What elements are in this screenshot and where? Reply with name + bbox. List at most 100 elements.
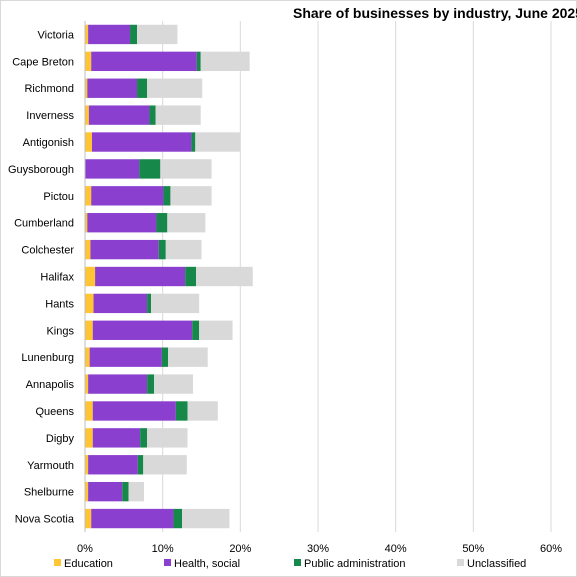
category-label: Inverness [26, 110, 74, 122]
bar-segment [88, 455, 138, 475]
legend-swatch [164, 559, 171, 566]
bar-segment [91, 132, 192, 152]
bar-segment [91, 508, 174, 529]
bar-segment [91, 51, 197, 72]
bar-segment [85, 78, 88, 98]
bar-segment [137, 78, 148, 98]
bar-segment [85, 186, 92, 206]
bar-segment [91, 186, 164, 206]
legend-label: Health, social [174, 558, 240, 570]
bar-segment [137, 455, 144, 475]
bar-segment [187, 401, 218, 421]
category-label: Queens [35, 406, 74, 418]
bar-segment [151, 293, 200, 314]
bar-segment [85, 239, 91, 260]
category-label: Pictou [43, 191, 74, 203]
bar-segment [85, 481, 89, 502]
bar-segment [90, 239, 159, 260]
bar-segment [89, 347, 162, 367]
x-tick-label: 30% [307, 543, 329, 555]
bar-segment [200, 51, 250, 72]
category-label: Cape Breton [12, 56, 74, 68]
bar-segment [87, 78, 138, 98]
bar-segment [85, 105, 89, 125]
legend: Education Health, social Public administra… [54, 558, 526, 570]
bar-segment [161, 347, 169, 367]
bar-segment [173, 508, 183, 529]
bar-segment [158, 239, 166, 260]
category-label: Cumberland [14, 218, 74, 230]
x-tick-label: 20% [229, 543, 251, 555]
bar-segment [147, 78, 203, 98]
axes: 0% 10% 20% 30% 40% 50% 60% Victoria Cape Breton R… [8, 21, 562, 555]
bar-segment [85, 51, 92, 72]
bar-segment [168, 347, 208, 367]
x-tick-label: 10% [152, 543, 174, 555]
bar-segment [199, 320, 233, 340]
bar-segment [95, 266, 186, 287]
bar-segment [156, 213, 168, 233]
category-label: Annapolis [26, 379, 75, 391]
category-label: Hants [45, 298, 74, 310]
category-label: Richmond [24, 83, 74, 95]
bar-segment [154, 374, 193, 394]
bar-segment [165, 239, 202, 260]
bar-segment [85, 24, 89, 45]
chart-title: Share of businesses by industry, June 20… [293, 5, 577, 21]
category-label: Halifax [40, 272, 74, 284]
bar-segment [92, 401, 176, 421]
bar-segment [175, 401, 188, 421]
bar-segment [85, 213, 88, 233]
x-tick-label: 40% [385, 543, 407, 555]
bar-segment [196, 266, 253, 287]
bar-segment [170, 186, 212, 206]
category-label: Guysborough [8, 164, 74, 176]
bar-segment [147, 374, 155, 394]
bar-segment [160, 159, 212, 179]
category-label: Victoria [38, 29, 75, 41]
legend-swatch [294, 559, 301, 566]
legend-swatch [54, 559, 61, 566]
category-label: Nova Scotia [15, 514, 75, 526]
bar-segment [85, 132, 92, 152]
bar-segment [167, 213, 206, 233]
category-label: Colchester [21, 245, 74, 257]
bar-segment [147, 293, 152, 314]
bar-segment [85, 508, 92, 529]
x-tick-label: 50% [462, 543, 484, 555]
x-tick-label: 60% [540, 543, 562, 555]
bar-segment [155, 105, 201, 125]
bar-segment [85, 428, 93, 448]
bar-segment [92, 320, 193, 340]
category-label: Yarmouth [27, 460, 74, 472]
legend-label: Education [64, 558, 113, 570]
bar-segment [128, 481, 145, 502]
legend-swatch [457, 559, 464, 566]
bar-segment [88, 481, 123, 502]
bar-segment [163, 186, 171, 206]
bar-segment [85, 347, 90, 367]
bar-segment [85, 159, 140, 179]
bar-segment [85, 401, 93, 421]
legend-label: Unclassified [467, 558, 526, 570]
category-label: Antigonish [23, 137, 74, 149]
bar-segment [85, 266, 96, 287]
bar-segment [137, 24, 178, 45]
bar-segment [88, 374, 148, 394]
bar-segment [185, 266, 197, 287]
category-label: Digby [46, 433, 75, 445]
bar-segment [85, 293, 94, 314]
bar-segment [149, 105, 156, 125]
bar-segment [85, 374, 89, 394]
bar-segment [143, 455, 187, 475]
bar-segment [191, 132, 196, 152]
legend-label: Public administration [304, 558, 406, 570]
bar-segment [130, 24, 138, 45]
category-label: Shelburne [24, 487, 74, 499]
bar-segment [182, 508, 230, 529]
bar-segment [196, 51, 201, 72]
category-label: Lunenburg [21, 352, 74, 364]
bar-segment [147, 428, 188, 448]
bar-segment [85, 455, 89, 475]
